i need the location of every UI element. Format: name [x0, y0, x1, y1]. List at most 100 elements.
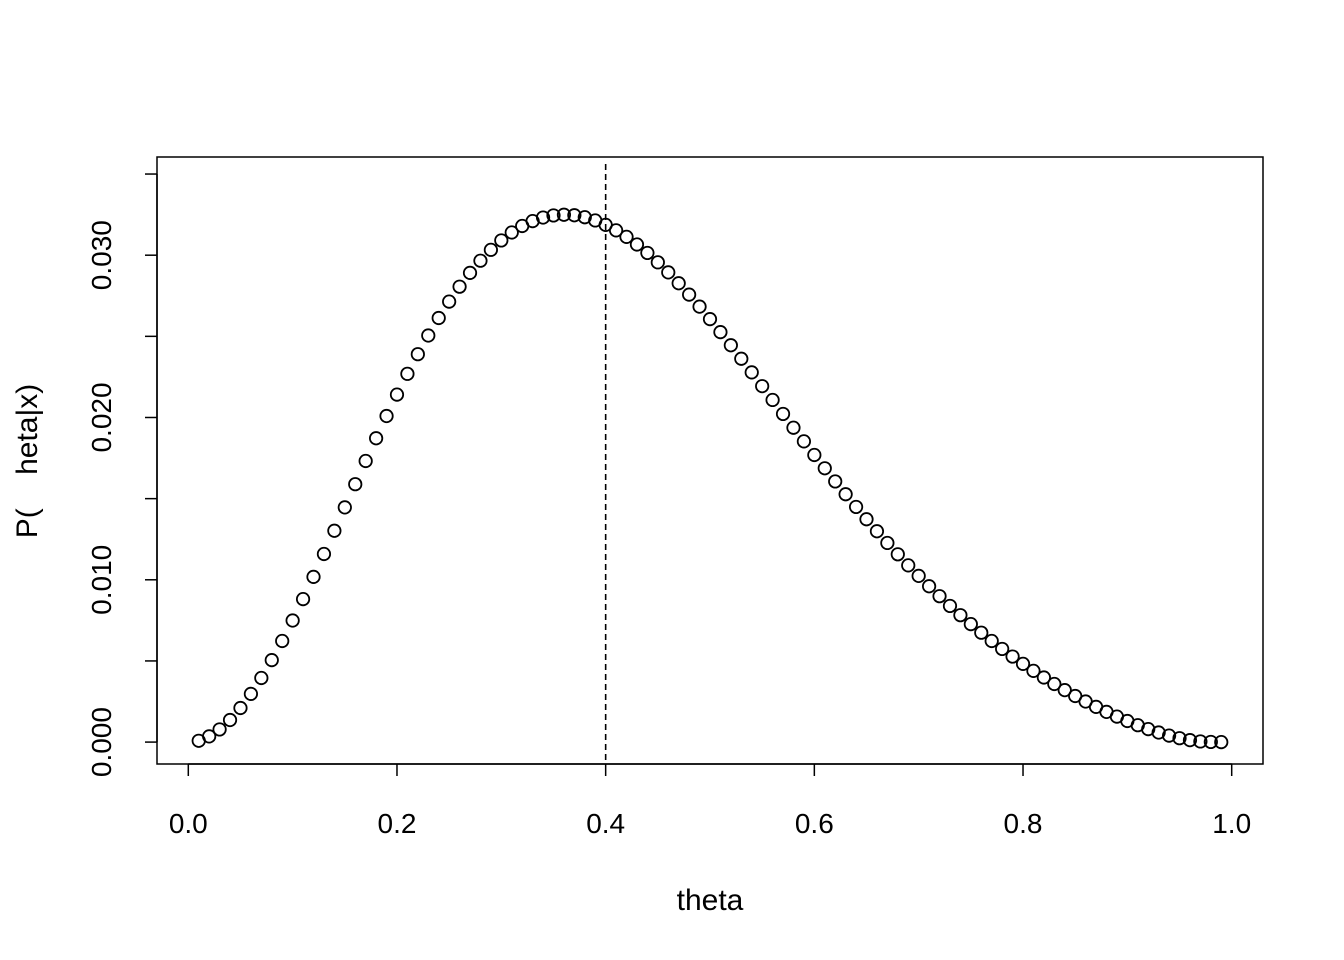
- data-point: [483, 242, 498, 257]
- data-point: [285, 613, 300, 628]
- x-axis-label: theta: [677, 884, 744, 917]
- data-point: [775, 406, 791, 422]
- data-point: [848, 499, 864, 515]
- y-axis-label: P( heta|x): [11, 384, 44, 539]
- data-point: [1151, 725, 1166, 740]
- data-point: [327, 523, 342, 538]
- data-point: [765, 392, 780, 408]
- data-point: [911, 568, 926, 583]
- data-point: [713, 325, 728, 340]
- x-tick-label: 0.4: [586, 808, 625, 839]
- data-point: [452, 279, 467, 294]
- data-point: [890, 547, 905, 562]
- data-point: [546, 208, 561, 223]
- data-point: [786, 420, 801, 435]
- data-point: [817, 461, 832, 476]
- data-point: [1161, 728, 1177, 743]
- data-point: [202, 729, 217, 744]
- data-point: [661, 265, 676, 280]
- data-point: [295, 592, 311, 607]
- data-point: [473, 253, 488, 268]
- data-point: [650, 255, 665, 270]
- x-axis: 0.0 0.2 0.4 0.6 0.8 1.0: [169, 763, 1251, 839]
- y-tick-label: 0.010: [86, 545, 117, 615]
- data-point: [504, 225, 519, 240]
- data-point: [692, 299, 707, 314]
- y-tick-label: 0.000: [86, 707, 117, 777]
- data-point: [233, 700, 248, 716]
- data-point: [1026, 663, 1041, 678]
- data-point: [807, 447, 822, 463]
- data-point: [1057, 683, 1072, 698]
- data-point: [379, 408, 394, 424]
- data-point: [869, 524, 885, 539]
- data-point: [567, 208, 582, 223]
- plot-frame: [156, 156, 1264, 765]
- data-point: [264, 653, 279, 668]
- data-point: [462, 265, 478, 280]
- data-point: [640, 245, 655, 261]
- data-points: [191, 207, 1229, 750]
- data-point: [974, 625, 989, 640]
- data-point: [1193, 734, 1208, 749]
- data-point: [859, 512, 874, 527]
- data-point: [254, 670, 269, 686]
- data-point: [1182, 733, 1198, 748]
- data-point: [702, 312, 718, 327]
- y-tick-label: 0.020: [86, 382, 117, 452]
- data-point: [1214, 734, 1229, 750]
- data-point: [535, 210, 551, 225]
- data-point: [1005, 649, 1020, 664]
- data-point: [880, 535, 895, 551]
- data-point: [629, 237, 645, 252]
- data-point: [316, 546, 332, 562]
- x-tick-label: 1.0: [1212, 808, 1251, 839]
- x-tick-label: 0.0: [169, 808, 208, 839]
- data-point: [1036, 670, 1051, 685]
- data-point: [358, 453, 373, 469]
- data-point: [212, 722, 227, 737]
- data-point: [306, 569, 321, 584]
- data-point: [222, 712, 238, 728]
- data-point: [723, 338, 738, 353]
- data-point: [337, 500, 352, 515]
- data-point: [932, 589, 947, 604]
- data-point: [421, 328, 436, 343]
- data-point: [995, 641, 1010, 657]
- data-point: [389, 387, 405, 402]
- x-tick-label: 0.6: [795, 808, 834, 839]
- data-point: [348, 477, 363, 492]
- x-tick-label: 0.8: [1004, 808, 1043, 839]
- data-point: [494, 233, 509, 248]
- data-point: [243, 686, 259, 701]
- x-tick-label: 0.2: [378, 808, 417, 839]
- y-axis: 0.000 0.010 0.020 0.030: [86, 173, 158, 777]
- data-point: [796, 434, 812, 449]
- data-point: [984, 633, 999, 649]
- data-point: [1172, 731, 1187, 746]
- data-point: [828, 474, 843, 489]
- data-point: [431, 310, 446, 326]
- data-point: [838, 487, 853, 502]
- data-point: [400, 366, 415, 381]
- data-point: [275, 633, 290, 649]
- data-point: [755, 379, 770, 394]
- data-point: [619, 229, 634, 244]
- y-tick-label: 0.030: [86, 220, 117, 290]
- data-point: [744, 365, 759, 380]
- data-point: [608, 223, 624, 238]
- data-point: [442, 294, 457, 309]
- data-point: [682, 287, 697, 302]
- data-point: [901, 558, 916, 573]
- data-point: [556, 207, 572, 222]
- data-point: [953, 608, 968, 623]
- data-point: [922, 579, 937, 594]
- data-point: [734, 351, 749, 366]
- data-point: [963, 616, 978, 632]
- data-point: [942, 598, 958, 614]
- data-point: [369, 431, 384, 446]
- data-point: [1047, 676, 1062, 692]
- data-point: [1203, 734, 1218, 750]
- data-point: [1015, 656, 1031, 671]
